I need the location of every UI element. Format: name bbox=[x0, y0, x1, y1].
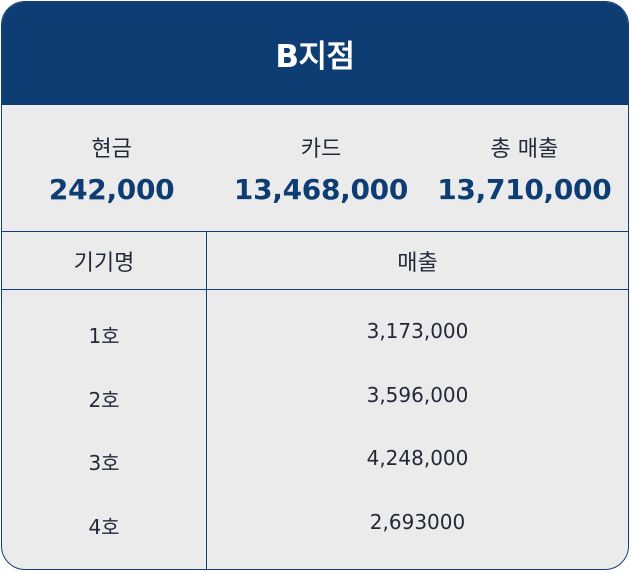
sales-column: 3,173,000 3,596,000 4,248,000 2,693000 bbox=[207, 290, 628, 569]
summary-value: 242,000 bbox=[48, 172, 175, 206]
device-column: 1호 2호 3호 4호 bbox=[2, 290, 207, 569]
summary-card: 카드 13,468,000 bbox=[221, 105, 420, 231]
summary-label: 카드 bbox=[300, 136, 342, 162]
summary-cash: 현금 242,000 bbox=[2, 105, 221, 231]
card-header: B지점 bbox=[2, 2, 628, 105]
summary-value: 13,710,000 bbox=[437, 172, 612, 206]
device-cell: 2호 bbox=[88, 387, 120, 412]
device-cell: 3호 bbox=[88, 451, 120, 475]
summary-label: 현금 bbox=[91, 136, 132, 162]
table-header: 기기명 매출 bbox=[2, 232, 628, 290]
summary-row: 현금 242,000 카드 13,468,000 총 매출 13,710,000 bbox=[2, 105, 628, 232]
summary-value: 13,468,000 bbox=[233, 172, 409, 206]
sales-cell: 2,693000 bbox=[369, 509, 466, 534]
device-cell: 1호 bbox=[88, 324, 120, 348]
branch-title: B지점 bbox=[275, 39, 355, 75]
column-header-sales: 매출 bbox=[397, 250, 438, 276]
sales-cell: 3,596,000 bbox=[366, 382, 469, 407]
sales-cell: 3,173,000 bbox=[366, 319, 469, 343]
sales-cell: 4,248,000 bbox=[366, 446, 469, 470]
summary-total: 총 매출 13,710,000 bbox=[421, 105, 628, 231]
summary-label: 총 매출 bbox=[490, 136, 559, 162]
column-header-device: 기기명 bbox=[2, 232, 207, 289]
device-cell: 4호 bbox=[88, 514, 120, 539]
table-body: 1호 2호 3호 4호 3,173,000 3,596,000 4,248,00… bbox=[2, 290, 628, 569]
